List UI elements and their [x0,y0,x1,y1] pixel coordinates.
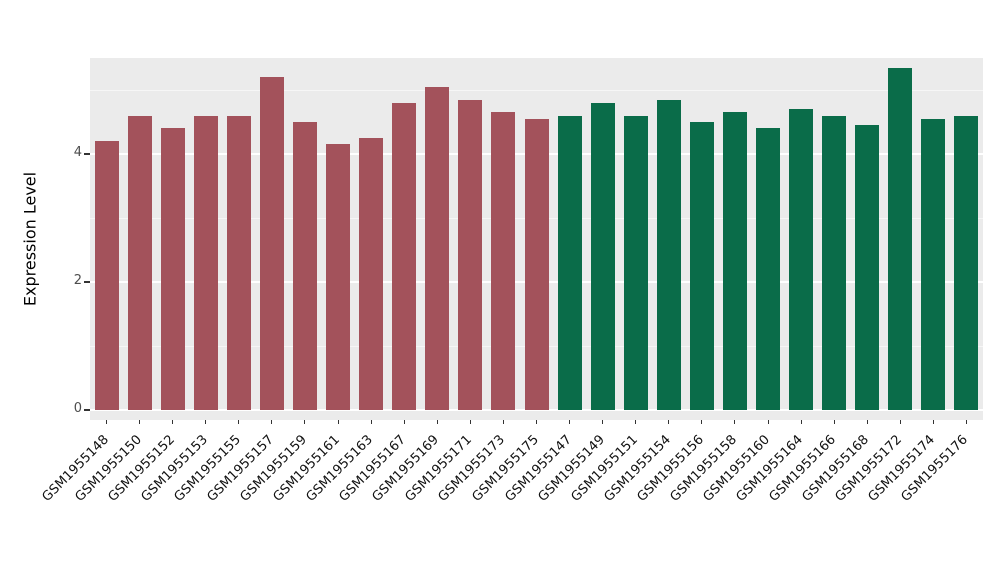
x-tick-mark [866,420,868,424]
bar [193,115,218,410]
x-tick-mark [205,420,207,424]
x-tick-mark [833,420,835,424]
x-tick-mark [370,420,372,424]
y-tick-label: 4 [73,145,82,160]
bar [855,125,880,410]
x-axis-area: GSM1955148 GSM1955150 GSM1955152 GSM1955153… [39,420,983,578]
y-tick-mark [84,281,90,283]
x-tick-mark [469,420,471,424]
x-tick-mark [304,420,306,424]
gridline-minor [90,90,983,91]
bar [259,77,284,410]
bar [954,115,979,410]
bar [425,86,450,410]
x-tick-mark [932,420,934,424]
bar [524,118,549,410]
bar [888,67,913,410]
gridline-major [90,409,983,411]
x-tick-mark [800,420,802,424]
y-axis-title: Expression Level [20,171,40,307]
bar [160,128,185,410]
x-tick-mark [502,420,504,424]
x-tick-mark [569,420,571,424]
x-tick-mark [337,420,339,424]
bar [127,115,152,410]
x-tick-mark [139,420,141,424]
x-tick-mark [767,420,769,424]
bar [789,109,814,410]
bar [458,99,483,410]
bar [226,115,251,410]
bar [491,112,516,410]
x-tick-mark [106,420,108,424]
plot-panel [90,58,983,420]
bar [292,122,317,410]
x-tick-mark [635,420,637,424]
x-tick-mark [701,420,703,424]
x-tick-mark [965,420,967,424]
bar [822,115,847,410]
y-tick-label: 0 [73,401,82,416]
x-tick-mark [602,420,604,424]
x-tick-mark [436,420,438,424]
bar [590,102,615,410]
bar [392,102,417,410]
x-tick-mark [899,420,901,424]
bar [689,122,714,410]
bar [557,115,582,410]
y-tick-mark [84,409,90,411]
x-tick-mark [536,420,537,424]
bar [656,99,681,410]
x-tick-mark [271,420,273,424]
bar [756,128,781,410]
bar [94,141,119,410]
x-tick-mark [403,420,405,424]
x-tick-mark [668,420,670,424]
bar [921,118,946,410]
x-tick-mark [172,420,174,424]
x-tick-mark [734,420,736,424]
x-tick-mark [238,420,240,424]
bar [623,115,648,410]
y-tick-label: 2 [73,273,82,288]
y-tick-mark [84,153,90,155]
bar [722,112,747,410]
bar [359,138,384,410]
bar [326,144,351,410]
